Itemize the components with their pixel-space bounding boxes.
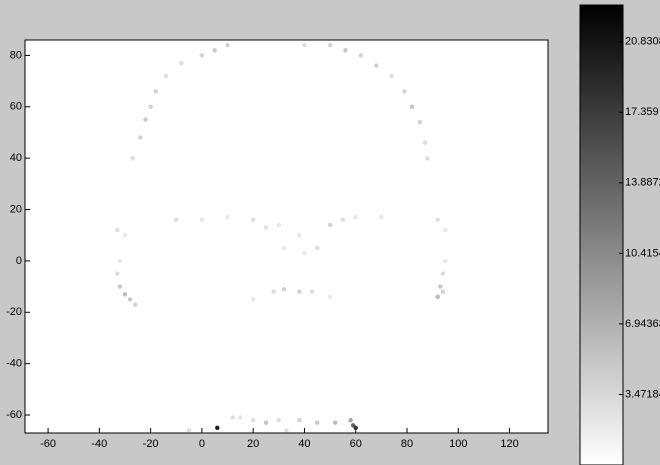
- point: [277, 223, 281, 227]
- point: [441, 272, 445, 276]
- point: [215, 426, 219, 430]
- point: [179, 61, 183, 65]
- y-tick-label: 40: [10, 152, 22, 164]
- point: [118, 284, 122, 288]
- point: [348, 418, 352, 422]
- point: [374, 63, 378, 67]
- point: [264, 225, 268, 229]
- point: [310, 290, 314, 294]
- point: [118, 259, 122, 263]
- colorbar: [580, 5, 623, 465]
- point: [302, 43, 306, 47]
- point: [271, 290, 275, 294]
- point: [115, 228, 119, 232]
- point: [277, 418, 281, 422]
- plot-area: [25, 40, 548, 433]
- point: [438, 284, 442, 288]
- x-tick-label: 80: [401, 438, 413, 450]
- point: [123, 233, 127, 237]
- point: [343, 48, 347, 52]
- point: [297, 290, 301, 294]
- y-tick-label: 60: [10, 101, 22, 113]
- point: [138, 135, 142, 139]
- point: [251, 297, 255, 301]
- y-tick-label: 80: [10, 49, 22, 61]
- colorbar-tick-label: 17.359: [625, 106, 659, 118]
- point: [213, 48, 217, 52]
- point: [410, 105, 414, 109]
- y-tick-label: -20: [6, 306, 22, 318]
- point: [200, 53, 204, 57]
- x-tick-label: 60: [350, 438, 362, 450]
- point: [297, 233, 301, 237]
- x-tick-label: 40: [298, 438, 310, 450]
- point: [282, 287, 286, 291]
- point: [200, 218, 204, 222]
- point: [225, 215, 229, 219]
- x-tick-label: -20: [143, 438, 159, 450]
- point: [436, 218, 440, 222]
- point: [264, 421, 268, 425]
- point: [354, 426, 358, 430]
- point: [282, 246, 286, 250]
- colorbar-tick-label: 10.4154: [625, 247, 660, 259]
- point: [164, 74, 168, 78]
- point: [297, 418, 301, 422]
- x-tick-label: 0: [199, 438, 205, 450]
- colorbar-tick-label: 13.8872: [625, 177, 660, 189]
- point: [441, 290, 445, 294]
- y-tick-label: 0: [16, 255, 22, 267]
- point: [418, 120, 422, 124]
- x-tick-label: 120: [500, 438, 518, 450]
- point: [174, 218, 178, 222]
- point: [315, 246, 319, 250]
- point: [230, 415, 234, 419]
- point: [143, 117, 147, 121]
- y-tick-label: 20: [10, 203, 22, 215]
- point: [359, 53, 363, 57]
- x-tick-label: 100: [449, 438, 467, 450]
- point: [354, 215, 358, 219]
- point: [133, 302, 137, 306]
- point: [284, 428, 288, 432]
- point: [225, 43, 229, 47]
- x-tick-label: 20: [247, 438, 259, 450]
- point: [115, 272, 119, 276]
- point: [402, 89, 406, 93]
- point: [251, 418, 255, 422]
- point: [423, 141, 427, 145]
- point: [379, 215, 383, 219]
- x-tick-label: -40: [91, 438, 107, 450]
- point: [187, 428, 191, 432]
- point: [328, 223, 332, 227]
- colorbar-tick-label: 6.94363: [625, 318, 660, 330]
- point: [328, 43, 332, 47]
- point: [154, 89, 158, 93]
- point: [130, 156, 134, 160]
- point: [443, 228, 447, 232]
- point: [238, 415, 242, 419]
- point: [123, 292, 127, 296]
- figure: -60 -40 -20 0 20 40 60 80 100 120 -60 -40 -20 0 20 40 60…: [0, 0, 660, 465]
- point: [148, 105, 152, 109]
- y-tick-label: -60: [6, 409, 22, 421]
- point: [443, 259, 447, 263]
- y-tick-label: -40: [6, 358, 22, 370]
- colorbar-tick-label: 3.47184: [625, 388, 660, 400]
- point: [333, 421, 337, 425]
- point: [436, 295, 440, 299]
- point: [315, 421, 319, 425]
- colorbar-tick-label: 20.8308: [625, 36, 660, 48]
- point: [425, 156, 429, 160]
- point: [389, 74, 393, 78]
- point: [302, 251, 306, 255]
- point: [251, 218, 255, 222]
- point: [341, 218, 345, 222]
- point: [128, 297, 132, 301]
- x-tick-label: -60: [40, 438, 56, 450]
- point: [328, 295, 332, 299]
